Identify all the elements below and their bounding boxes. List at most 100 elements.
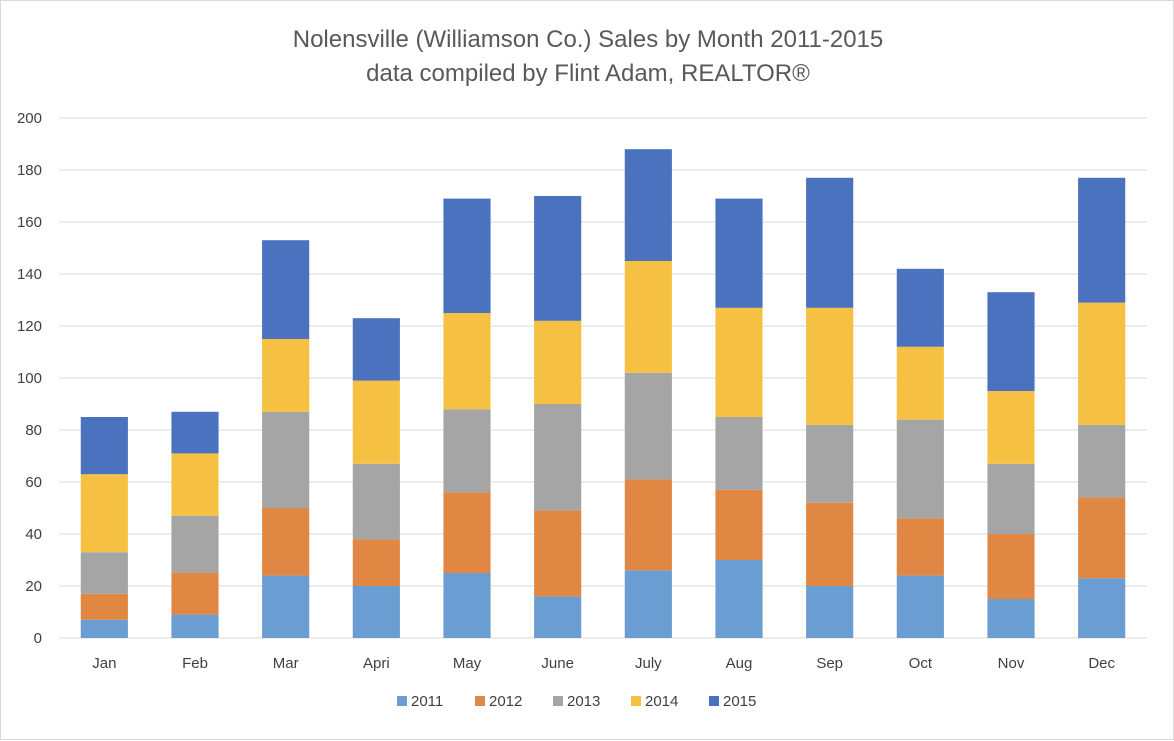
bar-segment-2013-june bbox=[534, 404, 582, 511]
bar-segment-2014-sep bbox=[806, 307, 854, 425]
bar-segment-2013-apri bbox=[352, 463, 400, 540]
bar-segment-2015-sep bbox=[806, 177, 854, 308]
bar-segment-2013-dec bbox=[1078, 424, 1126, 498]
bar-segment-2012-mar bbox=[262, 508, 310, 576]
bar-segment-2013-oct bbox=[896, 419, 944, 519]
y-tick-label: 60 bbox=[25, 474, 42, 491]
bar-segment-2012-apri bbox=[352, 539, 400, 586]
bar-segment-2013-feb bbox=[171, 515, 219, 573]
bar-segment-2014-feb bbox=[171, 453, 219, 516]
legend-swatch-2013 bbox=[553, 696, 563, 706]
bar-segment-2014-oct bbox=[896, 346, 944, 420]
bar-segment-2011-jan bbox=[80, 619, 128, 638]
bar-segment-2015-mar bbox=[262, 240, 310, 339]
chart-title: Nolensville (Williamson Co.) Sales by Mo… bbox=[293, 26, 883, 53]
legend-label-2012: 2012 bbox=[489, 693, 522, 710]
bar-segment-2015-oct bbox=[896, 268, 944, 347]
x-tick-label: Aug bbox=[726, 655, 753, 672]
legend-swatch-2014 bbox=[631, 696, 641, 706]
bar-segment-2011-feb bbox=[171, 614, 219, 638]
bar-segment-2012-may bbox=[443, 492, 491, 573]
y-tick-label: 0 bbox=[34, 630, 42, 647]
x-tick-label: Oct bbox=[909, 655, 933, 672]
legend-swatch-2011 bbox=[397, 696, 407, 706]
bar-segment-2015-apri bbox=[352, 318, 400, 381]
bar-stacks bbox=[80, 149, 1126, 638]
x-tick-label: Nov bbox=[998, 655, 1025, 672]
y-tick-label: 20 bbox=[25, 578, 42, 595]
bar-segment-2014-apri bbox=[352, 380, 400, 464]
bar-segment-2012-aug bbox=[715, 489, 763, 560]
legend-label-2013: 2013 bbox=[567, 693, 600, 710]
bar-segment-2015-aug bbox=[715, 198, 763, 308]
bar-segment-2013-aug bbox=[715, 417, 763, 490]
x-tick-label: Sep bbox=[816, 655, 843, 672]
bar-segment-2011-dec bbox=[1078, 578, 1126, 638]
bar-segment-2014-nov bbox=[987, 391, 1035, 464]
y-tick-label: 200 bbox=[17, 110, 42, 127]
y-tick-label: 160 bbox=[17, 214, 42, 231]
bar-segment-2014-dec bbox=[1078, 302, 1126, 425]
bar-segment-2015-june bbox=[534, 196, 582, 321]
bar-segment-2012-jan bbox=[80, 593, 128, 620]
y-tick-label: 80 bbox=[25, 422, 42, 439]
bar-segment-2012-dec bbox=[1078, 497, 1126, 579]
bar-segment-2011-june bbox=[534, 596, 582, 638]
bar-segment-2014-aug bbox=[715, 307, 763, 417]
bar-segment-2012-oct bbox=[896, 518, 944, 576]
legend-label-2015: 2015 bbox=[723, 693, 756, 710]
bar-segment-2013-sep bbox=[806, 424, 854, 503]
bar-segment-2014-jan bbox=[80, 474, 128, 553]
bar-segment-2015-may bbox=[443, 198, 491, 313]
bar-segment-2015-jan bbox=[80, 417, 128, 475]
y-tick-label: 40 bbox=[25, 526, 42, 543]
y-axis-labels: 0 20 40 60 80 100 120 140 160 180 200 bbox=[17, 110, 42, 647]
legend: 2011 2012 2013 2014 2015 bbox=[397, 693, 756, 710]
y-tick-label: 100 bbox=[17, 370, 42, 387]
bar-segment-2011-mar bbox=[262, 575, 310, 638]
bar-segment-2013-july bbox=[624, 372, 672, 480]
bar-segment-2012-sep bbox=[806, 502, 854, 586]
x-tick-label: May bbox=[453, 655, 482, 672]
bar-segment-2011-may bbox=[443, 573, 491, 638]
x-tick-label: Apri bbox=[363, 655, 390, 672]
x-tick-label: July bbox=[635, 655, 662, 672]
bar-segment-2012-july bbox=[624, 479, 672, 571]
bar-segment-2013-mar bbox=[262, 411, 310, 508]
y-tick-label: 120 bbox=[17, 318, 42, 335]
chart-subtitle: data compiled by Flint Adam, REALTOR® bbox=[366, 60, 810, 87]
bar-segment-2011-july bbox=[624, 570, 672, 638]
y-tick-label: 180 bbox=[17, 162, 42, 179]
bar-segment-2014-mar bbox=[262, 339, 310, 412]
x-tick-label: Dec bbox=[1088, 655, 1115, 672]
bar-segment-2012-june bbox=[534, 510, 582, 597]
x-axis-labels: Jan Feb Mar Apri May June July Aug Sep Oct Nov Dec bbox=[92, 655, 1115, 672]
bar-segment-2013-may bbox=[443, 409, 491, 493]
legend-label-2011: 2011 bbox=[411, 693, 443, 710]
bar-segment-2013-nov bbox=[987, 463, 1035, 534]
bar-segment-2014-may bbox=[443, 313, 491, 410]
x-tick-label: Mar bbox=[273, 655, 299, 672]
legend-label-2014: 2014 bbox=[645, 693, 678, 710]
bar-segment-2015-july bbox=[624, 149, 672, 261]
bar-segment-2011-sep bbox=[806, 586, 854, 638]
bar-segment-2011-apri bbox=[352, 586, 400, 638]
x-tick-label: Feb bbox=[182, 655, 208, 672]
bar-segment-2011-aug bbox=[715, 560, 763, 638]
x-tick-label: Jan bbox=[92, 655, 116, 672]
bar-segment-2013-jan bbox=[80, 552, 128, 594]
bar-segment-2015-feb bbox=[171, 411, 219, 454]
bar-segment-2014-july bbox=[624, 261, 672, 373]
bar-segment-2011-nov bbox=[987, 599, 1035, 638]
bar-segment-2015-dec bbox=[1078, 177, 1126, 303]
bar-segment-2011-oct bbox=[896, 575, 944, 638]
legend-swatch-2012 bbox=[475, 696, 485, 706]
legend-swatch-2015 bbox=[709, 696, 719, 706]
x-tick-label: June bbox=[541, 655, 574, 672]
bar-segment-2015-nov bbox=[987, 292, 1035, 391]
gridlines bbox=[59, 117, 1147, 639]
bar-segment-2014-june bbox=[534, 320, 582, 404]
bar-segment-2012-feb bbox=[171, 573, 219, 615]
